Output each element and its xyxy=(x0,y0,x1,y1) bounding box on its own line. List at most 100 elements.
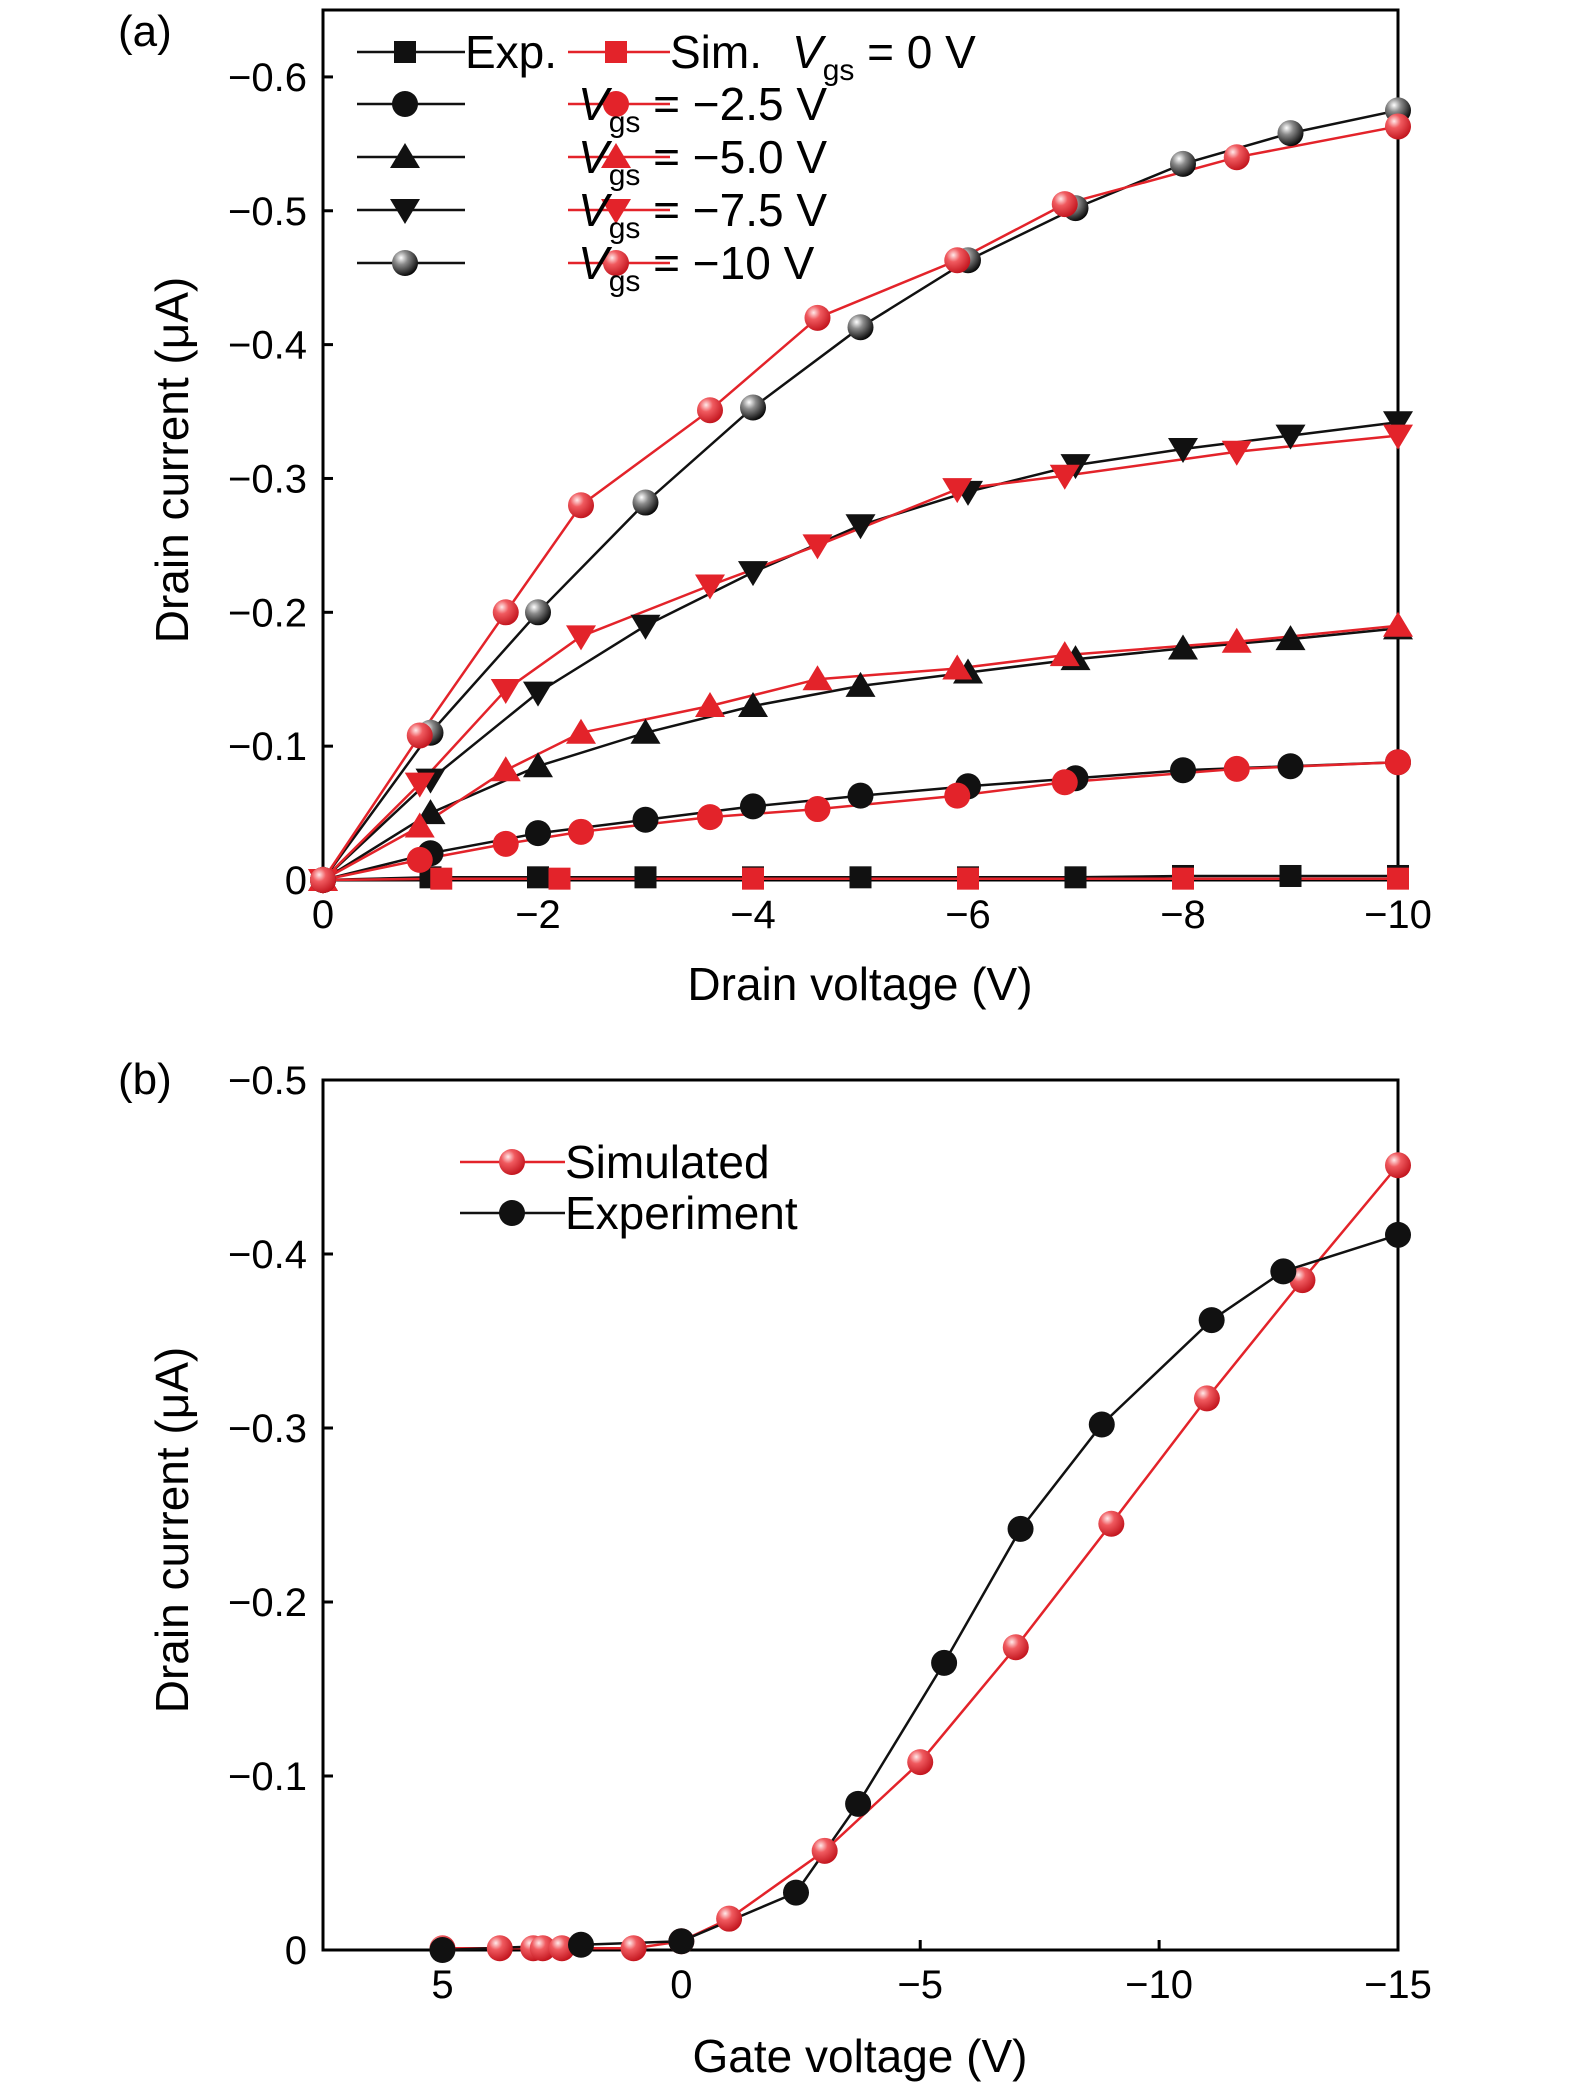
data-point-sim-triangle-down xyxy=(802,534,833,560)
y-tick-label: −0.3 xyxy=(228,1407,307,1451)
y-tick-label: −0.2 xyxy=(228,591,307,635)
series-line-sim-sphere xyxy=(321,125,1399,881)
data-point-sim-circle xyxy=(568,818,594,845)
data-point-sim-square xyxy=(957,867,979,890)
x-ticks-b: 5 0 −5 −10 −15 xyxy=(431,1940,1432,2007)
data-point-sim-sphere xyxy=(907,1749,934,1776)
y-tick-label: −0.5 xyxy=(228,190,307,234)
data-point-exp-triangle-down xyxy=(738,561,768,587)
data-point-sim-triangle-down xyxy=(1221,440,1252,466)
data-point-sim-sphere xyxy=(697,397,723,424)
x-tick-label: −2 xyxy=(515,893,561,937)
data-point-exp-circle xyxy=(525,820,551,847)
data-point-sim-sphere xyxy=(620,1935,647,1962)
data-point-exp-triangle-up xyxy=(1168,634,1198,660)
data-point-exp-triangle-down xyxy=(1275,424,1306,450)
data-point-sim-sphere xyxy=(804,304,831,331)
data-point-sim-triangle-down xyxy=(1383,424,1413,450)
data-point-sim-triangle-up xyxy=(942,654,973,680)
legend-marker-exp xyxy=(499,1200,525,1226)
panel-a: (a) 0 −2 −4 −6 −8 −10 0 −0.1 −0.2 −0.3 −0.4 −0.5 −0… xyxy=(118,7,1432,1010)
y-tick-label: −0.1 xyxy=(228,725,307,769)
data-point-sim-circle xyxy=(492,830,519,857)
y-tick-label: 0 xyxy=(285,859,307,903)
data-point-exp-triangle-down xyxy=(523,681,553,707)
data-point-sim-sphere xyxy=(492,599,519,626)
legend-marker-sim xyxy=(603,250,629,276)
data-point-exp-circle xyxy=(783,1879,809,1906)
data-point-exp-sphere xyxy=(847,314,874,341)
data-point-exp-triangle-up xyxy=(738,692,768,717)
data-point-exp-sphere xyxy=(632,489,659,516)
data-point-exp-triangle-up xyxy=(1275,625,1306,651)
data-point-sim-square xyxy=(430,867,453,890)
data-point-sim-sphere xyxy=(1051,191,1078,218)
data-point-exp-circle xyxy=(1270,1258,1297,1285)
data-point-sim-circle xyxy=(1223,755,1250,782)
data-point-sim-sphere xyxy=(1002,1634,1029,1661)
data-point-exp-circle xyxy=(1170,757,1196,784)
data-point-exp-circle xyxy=(931,1649,958,1676)
series-markers xyxy=(429,1152,1411,1963)
data-point-sim-sphere xyxy=(1385,1152,1411,1179)
series-markers xyxy=(308,97,1413,894)
legend-marker-sim xyxy=(601,143,631,168)
data-point-exp-square xyxy=(1064,866,1087,889)
data-point-sim-triangle-down xyxy=(404,772,435,798)
x-tick-label: −10 xyxy=(1364,893,1432,937)
data-point-exp-square xyxy=(1279,864,1302,887)
data-point-sim-triangle-up xyxy=(802,665,833,691)
y-ticks-b: 0 −0.1 −0.2 −0.3 −0.4 −0.5 xyxy=(228,1059,333,1973)
data-point-exp-square xyxy=(527,866,549,889)
data-point-exp-circle xyxy=(1198,1307,1225,1334)
data-point-exp-triangle-up xyxy=(630,718,661,744)
y-tick-label: −0.3 xyxy=(228,457,307,501)
data-point-sim-sphere xyxy=(1193,1385,1220,1412)
legend-marker-exp xyxy=(392,250,418,276)
data-point-sim-sphere xyxy=(310,867,336,893)
legend-marker-sim xyxy=(605,41,627,63)
data-point-exp-circle xyxy=(568,1931,594,1958)
x-tick-label: −15 xyxy=(1364,1963,1432,2007)
data-point-sim-circle xyxy=(1051,769,1078,796)
x-tick-label: −8 xyxy=(1160,893,1206,937)
data-point-exp-circle xyxy=(1277,753,1304,780)
data-point-sim-sphere xyxy=(1385,113,1411,140)
data-point-sim-sphere xyxy=(944,247,971,274)
data-point-exp-circle xyxy=(1007,1515,1034,1542)
data-point-exp-triangle-down xyxy=(630,614,661,640)
data-point-sim-triangle-up xyxy=(566,718,596,744)
data-point-exp-sphere xyxy=(1277,120,1304,147)
data-point-sim-square xyxy=(742,867,764,890)
x-tick-label: −10 xyxy=(1125,1963,1193,2007)
data-point-sim-circle xyxy=(697,804,723,831)
y-axis-label-b: Drain current (μA) xyxy=(146,1347,198,1713)
legend-entry-label: Vgs = 0 V xyxy=(792,26,976,87)
panel-b: (b) 5 0 −5 −10 −15 0 −0.1 −0.2 −0.3 −0.4 −0.5 Gat… xyxy=(118,1055,1432,2082)
data-point-exp-sphere xyxy=(1170,150,1196,177)
data-point-exp-circle xyxy=(429,1937,456,1963)
y-tick-label: −0.2 xyxy=(228,1581,307,1625)
data-point-sim-sphere xyxy=(1098,1510,1125,1537)
legend-marker-exp xyxy=(392,91,418,117)
legend-label-sim: Simulated xyxy=(565,1136,770,1188)
data-point-sim-circle xyxy=(406,846,433,873)
data-point-sim-sphere xyxy=(529,1935,556,1962)
data-point-exp-circle xyxy=(1385,1221,1411,1248)
data-point-exp-triangle-down xyxy=(845,514,876,540)
y-axis-label-a: Drain current (μA) xyxy=(146,277,198,643)
legend-marker-sim xyxy=(499,1149,525,1175)
data-point-exp-circle xyxy=(740,793,766,820)
data-point-exp-square xyxy=(634,866,657,889)
data-point-sim-square xyxy=(1387,867,1409,890)
data-point-sim-triangle-up xyxy=(1049,641,1080,667)
x-axis-label-a: Drain voltage (V) xyxy=(687,958,1032,1010)
y-tick-label: −0.4 xyxy=(228,324,307,368)
data-point-exp-circle xyxy=(668,1928,695,1955)
y-tick-label: 0 xyxy=(285,1929,307,1973)
data-point-sim-triangle-down xyxy=(695,574,725,600)
data-point-exp-triangle-down xyxy=(1383,411,1413,437)
data-point-sim-triangle-down xyxy=(942,478,973,504)
